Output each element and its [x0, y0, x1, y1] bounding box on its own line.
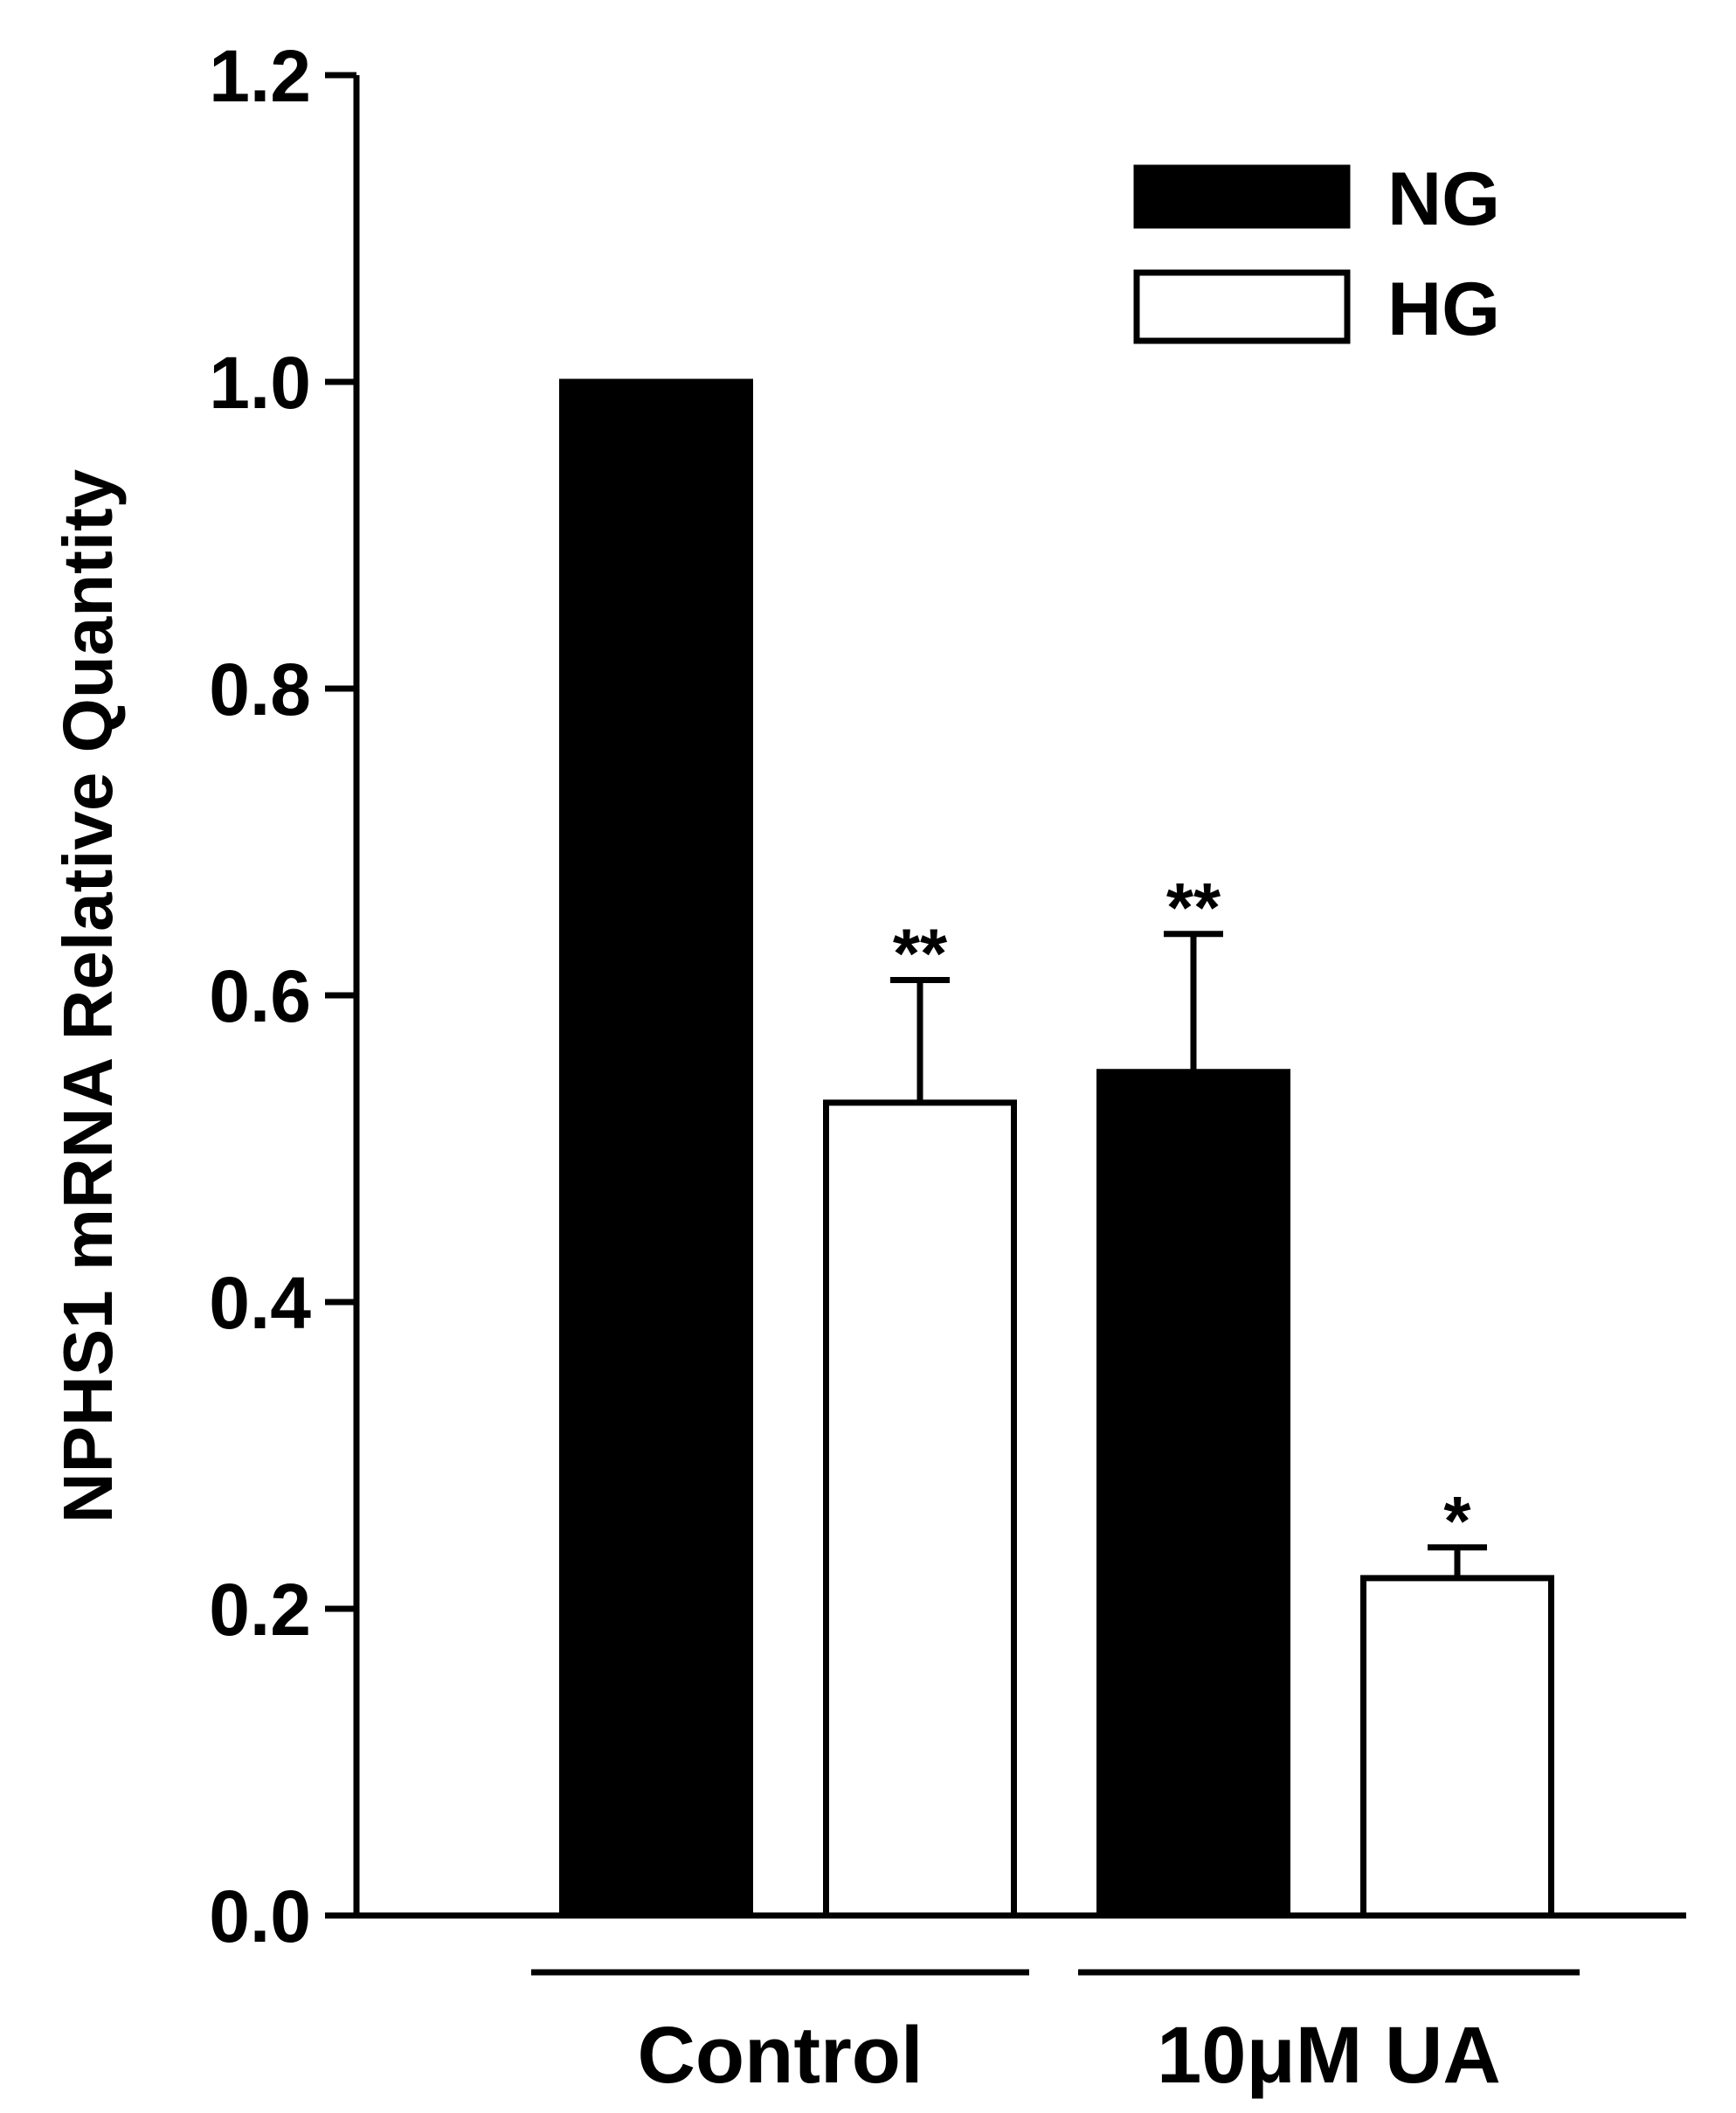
bar-hg-1 — [1360, 1575, 1554, 1919]
legend-swatch-hg — [1133, 269, 1351, 344]
y-tick-label-2: 0.4 — [209, 1262, 311, 1344]
bar-ng-0 — [559, 378, 753, 1919]
significance-marker-hg-0: ** — [893, 914, 948, 992]
legend-swatch-ng — [1133, 164, 1351, 229]
category-label-1: 10μM UA — [1157, 2011, 1501, 2100]
legend-label-ng: NG — [1387, 157, 1500, 241]
legend-label-hg: HG — [1387, 267, 1500, 351]
y-tick-label-5: 1.0 — [209, 342, 311, 424]
y-tick-label-6: 1.2 — [209, 35, 311, 117]
category-label-0: Control — [637, 2011, 923, 2100]
y-tick-label-1: 0.2 — [209, 1569, 311, 1651]
bar-hg-0 — [823, 1099, 1017, 1919]
y-tick-label-0: 0.0 — [209, 1875, 311, 1957]
significance-marker-hg-1: * — [1443, 1482, 1471, 1560]
chart-marks — [559, 164, 1554, 1919]
bar-ng-1 — [1096, 1069, 1290, 1919]
significance-marker-ng-1: ** — [1166, 869, 1221, 946]
chart-axes — [325, 72, 1686, 1976]
y-tick-label-3: 0.6 — [209, 955, 311, 1037]
y-tick-label-4: 0.8 — [209, 648, 311, 731]
y-axis-label: NPHS1 mRNA Relative Quantity — [49, 468, 127, 1523]
